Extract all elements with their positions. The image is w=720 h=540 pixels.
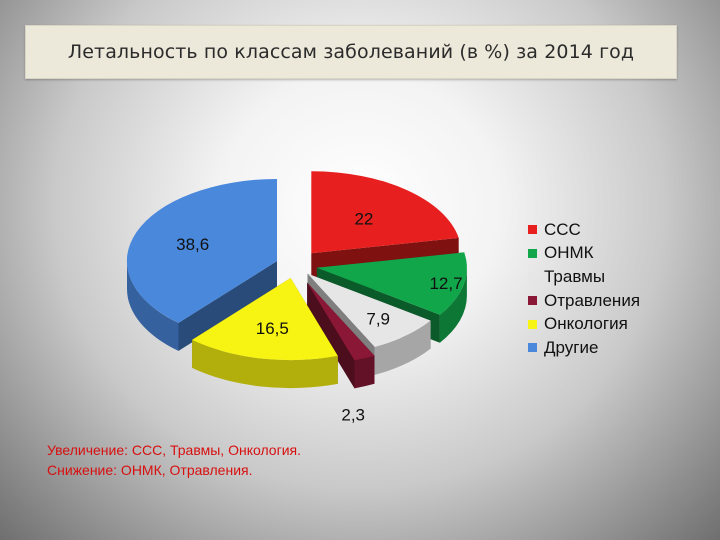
slice-другие-wall-start	[178, 261, 277, 351]
data-label-отравления: 2,3	[341, 406, 365, 425]
legend-label: Онкология	[544, 314, 628, 334]
slice-онкология-side	[192, 339, 338, 389]
legend-item-отравления: Отравления	[528, 289, 640, 313]
slice-отравления-side	[354, 355, 375, 389]
legend-item-ссс: ССС	[528, 218, 640, 242]
legend-label: Отравления	[544, 290, 641, 310]
slice-отравления-wall-end	[307, 282, 355, 389]
data-label-онмк: 12,7	[429, 274, 462, 293]
data-label-другие: 38,6	[176, 235, 209, 254]
chart-title: Летальность по классам заболеваний (в %)…	[67, 41, 635, 63]
legend-swatch	[528, 272, 537, 282]
legend-item-травмы: Травмы	[528, 265, 640, 289]
slice-ссс	[311, 171, 459, 254]
trend-note-decrease: Снижение: ОНМК, Отравления.	[47, 462, 253, 478]
slice-другие-side	[126, 261, 179, 351]
slice-онкология	[192, 278, 338, 361]
legend-item-онмк: ОНМК	[528, 242, 640, 266]
legend-swatch	[528, 225, 537, 235]
legend-swatch	[528, 343, 537, 353]
data-label-травмы: 7,9	[366, 309, 390, 328]
data-label-онкология: 16,5	[256, 319, 289, 338]
slice-травмы-side	[374, 320, 431, 375]
chart-title-box: Летальность по классам заболеваний (в %)…	[25, 25, 677, 79]
trend-note: Увеличение: ССС, Травмы, Онкология. Сниж…	[47, 440, 301, 480]
legend-swatch	[528, 319, 537, 329]
legend-label: ОНМК	[544, 243, 594, 263]
legend-item-онкология: Онкология	[528, 312, 640, 336]
legend-label: Другие	[544, 337, 599, 357]
legend-item-другие: Другие	[528, 336, 640, 360]
slice-онмк-side	[439, 267, 467, 343]
slice-онмк	[316, 252, 467, 315]
legend-label: ССС	[544, 219, 581, 239]
slice-другие	[126, 178, 278, 323]
legend-swatch	[528, 248, 537, 258]
trend-note-increase: Увеличение: ССС, Травмы, Онкология.	[47, 442, 301, 458]
slice-отравления	[307, 282, 375, 361]
data-label-ссс: 22	[354, 210, 373, 229]
legend-swatch	[528, 296, 537, 306]
legend-label: Травмы	[544, 266, 606, 286]
slice-травмы	[307, 273, 431, 347]
chart-legend: ССС ОНМК Травмы Отравления Онкология Другие	[528, 218, 640, 360]
